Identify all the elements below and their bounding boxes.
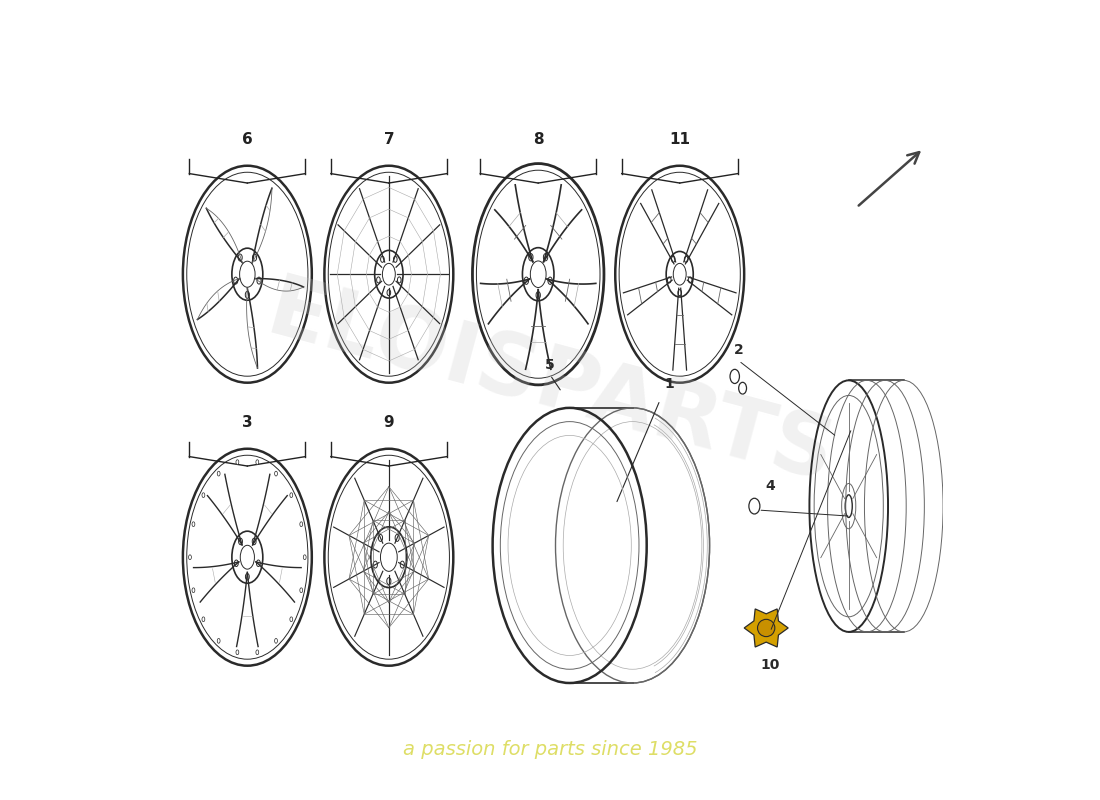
Ellipse shape bbox=[236, 460, 239, 465]
Text: 1: 1 bbox=[664, 377, 673, 390]
Ellipse shape bbox=[275, 471, 277, 476]
Ellipse shape bbox=[304, 555, 306, 560]
Ellipse shape bbox=[275, 638, 277, 643]
Ellipse shape bbox=[300, 522, 302, 526]
Ellipse shape bbox=[192, 588, 195, 593]
Ellipse shape bbox=[290, 617, 293, 622]
Text: 5: 5 bbox=[546, 358, 554, 373]
Ellipse shape bbox=[290, 493, 293, 498]
Ellipse shape bbox=[256, 650, 258, 654]
Text: 7: 7 bbox=[384, 132, 394, 147]
Ellipse shape bbox=[217, 471, 220, 476]
Ellipse shape bbox=[188, 555, 191, 560]
Text: ELOISPARTS: ELOISPARTS bbox=[257, 269, 843, 500]
Text: 3: 3 bbox=[242, 415, 253, 430]
Text: 9: 9 bbox=[384, 415, 394, 430]
Text: a passion for parts since 1985: a passion for parts since 1985 bbox=[403, 740, 697, 759]
Ellipse shape bbox=[300, 588, 302, 593]
Text: 8: 8 bbox=[532, 132, 543, 147]
Ellipse shape bbox=[236, 650, 239, 654]
Text: 2: 2 bbox=[734, 342, 744, 357]
Ellipse shape bbox=[202, 617, 205, 622]
Polygon shape bbox=[745, 609, 789, 647]
Text: 4: 4 bbox=[766, 479, 775, 494]
Ellipse shape bbox=[256, 460, 258, 465]
Ellipse shape bbox=[202, 493, 205, 498]
Ellipse shape bbox=[217, 638, 220, 643]
Ellipse shape bbox=[192, 522, 195, 526]
Text: 11: 11 bbox=[669, 132, 690, 147]
Text: 10: 10 bbox=[760, 658, 780, 672]
Text: 6: 6 bbox=[242, 132, 253, 147]
Ellipse shape bbox=[758, 619, 774, 637]
